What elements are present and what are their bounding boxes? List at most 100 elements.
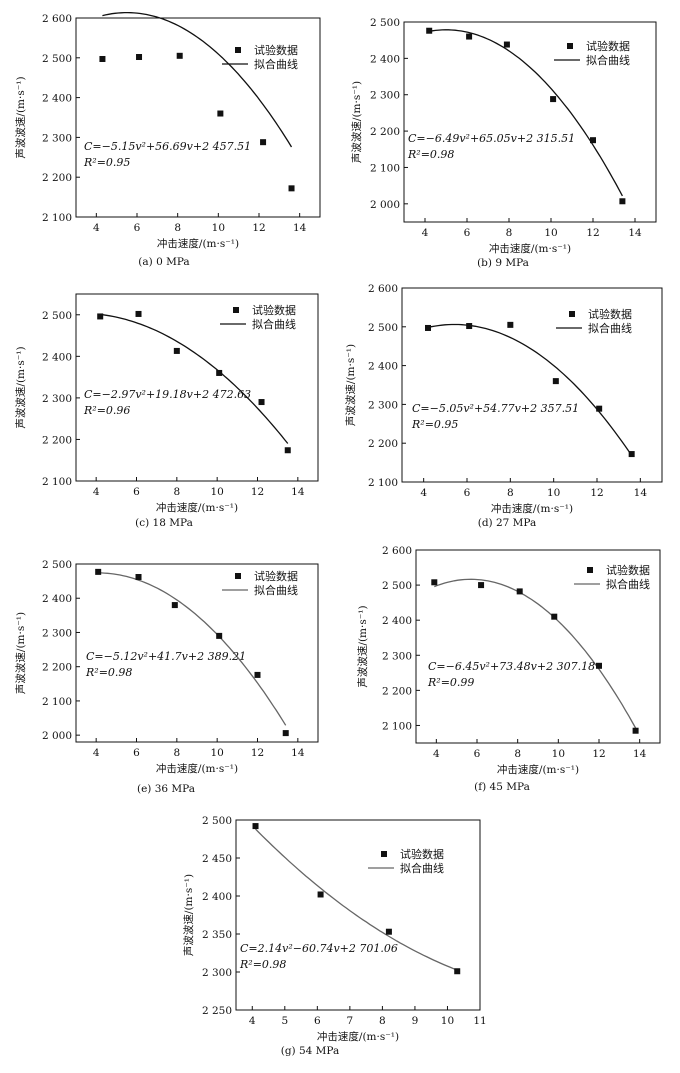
y-tick-label: 2 500 (382, 580, 412, 592)
x-tick-label: 8 (379, 1015, 386, 1027)
data-point (632, 727, 639, 734)
data-point (596, 405, 603, 412)
data-point (551, 613, 558, 620)
fit-curve (434, 578, 637, 729)
data-point (99, 55, 106, 62)
y-axis-label: 声波波速/(m·s⁻¹) (14, 76, 27, 158)
data-point (260, 139, 267, 146)
legend-label-fit: 拟合曲线 (254, 57, 298, 71)
y-tick-label: 2 100 (42, 212, 72, 224)
fit-curve (427, 323, 633, 456)
data-point (95, 568, 102, 575)
data-point (466, 323, 473, 330)
legend-marker-data (233, 307, 239, 313)
y-tick-label: 2 300 (370, 90, 400, 102)
x-tick-label: 11 (473, 1015, 486, 1027)
data-point (550, 96, 557, 103)
y-tick-label: 2 500 (42, 310, 72, 322)
x-tick-label: 12 (592, 748, 605, 760)
y-tick-label: 2 500 (202, 815, 232, 827)
chart-caption: (a) 0 MPa (138, 256, 189, 268)
x-axis-label: 冲击速度/(m·s⁻¹) (491, 502, 573, 515)
legend-label-fit: 拟合曲线 (252, 317, 296, 331)
data-point (431, 579, 438, 586)
data-point (254, 671, 261, 678)
x-tick-label: 12 (251, 747, 264, 759)
data-point (596, 662, 602, 669)
data-point (217, 110, 224, 117)
x-tick-label: 6 (464, 227, 471, 239)
legend-label-fit: 拟合曲线 (606, 577, 650, 591)
legend-label-fit: 拟合曲线 (588, 321, 632, 335)
data-point (628, 451, 635, 458)
x-tick-label: 12 (590, 487, 603, 499)
x-tick-label: 4 (422, 227, 429, 239)
y-tick-label: 2 200 (42, 662, 72, 674)
y-axis-label: 声波波速/(m·s⁻¹) (14, 346, 27, 428)
x-tick-label: 7 (347, 1015, 354, 1027)
y-tick-label: 2 400 (382, 615, 412, 627)
legend-label-data: 试验数据 (254, 43, 298, 57)
plot-frame (415, 549, 661, 744)
data-point (507, 321, 514, 328)
x-tick-label: 6 (133, 486, 140, 498)
x-tick-label: 8 (507, 487, 514, 499)
data-point (135, 310, 142, 317)
fit-curve (255, 828, 458, 971)
y-tick-label: 2 400 (368, 361, 398, 373)
y-tick-label: 2 400 (370, 53, 400, 65)
x-tick-label: 10 (441, 1015, 454, 1027)
plot-frame (75, 563, 319, 743)
legend-marker-data (569, 311, 575, 317)
fit-equation: C=−5.12v²+41.7v+2 389.21 (86, 650, 246, 663)
data-point (97, 313, 104, 320)
y-tick-label: 2 200 (368, 438, 398, 450)
y-tick-label: 2 400 (42, 351, 72, 363)
x-tick-label: 6 (314, 1015, 321, 1027)
y-tick-label: 2 500 (370, 17, 400, 29)
legend-marker-data (567, 43, 573, 49)
fit-curve (100, 313, 289, 444)
x-axis-label: 冲击速度/(m·s⁻¹) (497, 763, 579, 776)
x-tick-label: 5 (281, 1015, 288, 1027)
data-point (426, 27, 433, 34)
chart-g: 2 250 2 300 2 350 2 400 2 450 2 500 4 5 6 7 8 9 10 11… (182, 815, 487, 1057)
y-axis-label: 声波波速/(m·s⁻¹) (182, 874, 195, 956)
legend-marker-data (587, 567, 593, 573)
x-tick-label: 4 (420, 487, 427, 499)
chart-caption: (g) 54 MPa (281, 1045, 340, 1057)
x-tick-label: 10 (210, 486, 223, 498)
legend-label-data: 试验数据 (588, 307, 632, 321)
x-axis-label: 冲击速度/(m·s⁻¹) (489, 242, 571, 255)
y-tick-label: 2 300 (382, 650, 412, 662)
x-tick-label: 12 (586, 227, 599, 239)
y-tick-label: 2 200 (42, 172, 72, 184)
x-tick-label: 14 (293, 222, 307, 234)
x-tick-label: 10 (210, 747, 223, 759)
legend-label-fit: 拟合曲线 (254, 583, 298, 597)
x-tick-label: 4 (433, 748, 440, 760)
x-tick-label: 6 (134, 222, 141, 234)
data-point (466, 33, 473, 40)
chart-caption: (b) 9 MPa (477, 257, 529, 269)
x-tick-label: 14 (291, 747, 305, 759)
fit-equation: C=−6.49v²+65.05v+2 315.51 (408, 132, 575, 145)
fit-equation: C=−2.97v²+19.18v+2 472.63 (84, 388, 251, 401)
y-tick-label: 2 600 (42, 13, 72, 25)
data-point (454, 968, 461, 975)
chart-caption: (c) 18 MPa (135, 517, 193, 529)
fit-equation: C=−5.05v²+54.77v+2 357.51 (412, 402, 579, 415)
y-tick-label: 2 300 (42, 627, 72, 639)
y-tick-label: 2 100 (368, 477, 398, 489)
y-tick-label: 2 450 (202, 853, 232, 865)
x-axis-label: 冲击速度/(m·s⁻¹) (156, 762, 238, 775)
x-tick-label: 14 (291, 486, 305, 498)
y-tick-label: 2 500 (368, 322, 398, 334)
data-point (317, 891, 324, 898)
plot-frame (403, 21, 657, 223)
